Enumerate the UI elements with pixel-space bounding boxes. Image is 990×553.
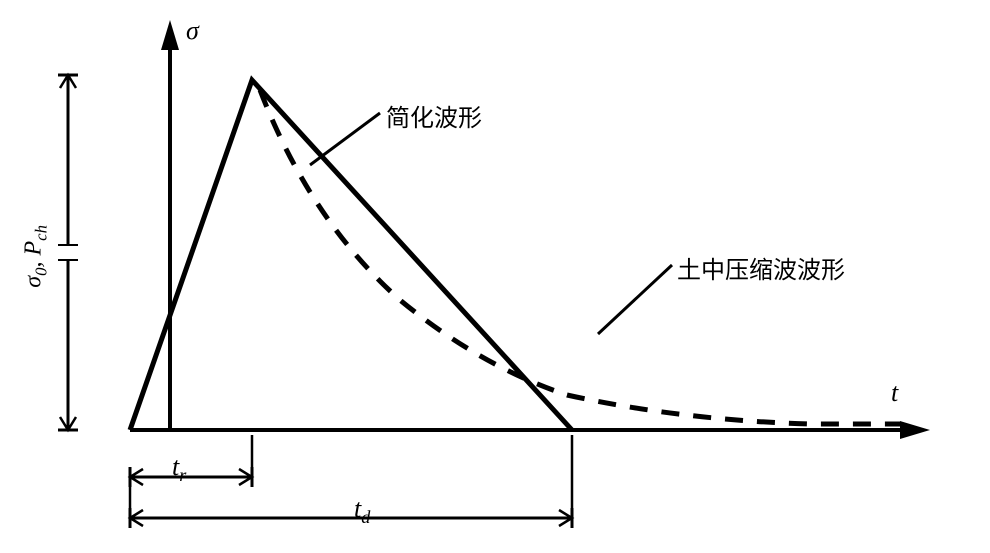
tr-dimension-bracket xyxy=(130,435,252,487)
y-dimension-bracket xyxy=(58,75,78,430)
compression-wave-label: 土中压缩波波形 xyxy=(677,250,845,285)
tr-label: tr xyxy=(172,452,186,486)
y-side-label: σ0, Pch xyxy=(21,216,52,296)
compression-label-pointer xyxy=(598,265,672,334)
td-dimension-bracket xyxy=(130,435,572,528)
t-axis-label: t xyxy=(891,378,898,408)
td-label: td xyxy=(354,494,370,528)
sigma-axis-label: σ xyxy=(186,16,199,46)
diagram-container: σ t σ0, Pch 简化波形 土中压缩波波形 tr td xyxy=(0,0,990,548)
simplified-wave-line xyxy=(130,80,572,430)
x-axis-arrow xyxy=(900,421,930,439)
simplified-wave-label: 简化波形 xyxy=(386,98,482,133)
simplified-label-pointer xyxy=(310,113,380,165)
y-axis-arrow xyxy=(161,20,179,50)
